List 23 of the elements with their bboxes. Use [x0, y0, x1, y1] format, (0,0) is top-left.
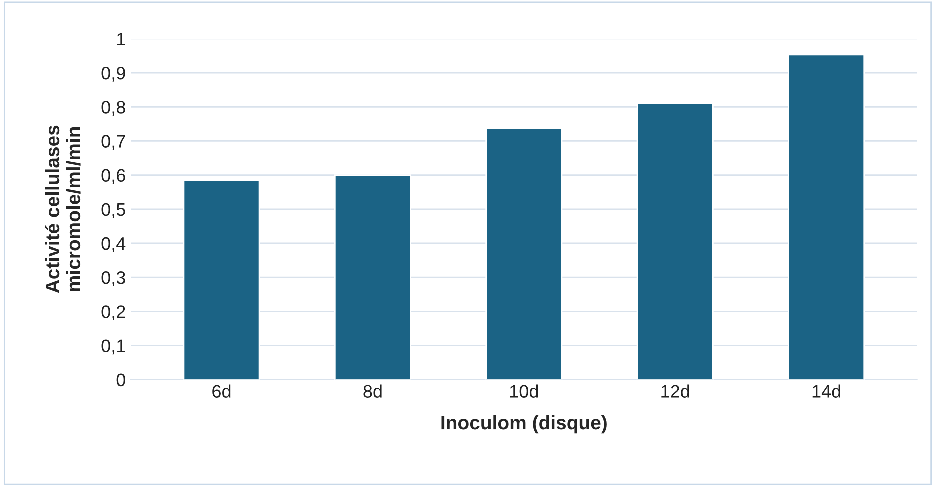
- y-tick-label: 0,1: [102, 340, 126, 355]
- x-tick-label: 8d: [364, 384, 382, 398]
- y-tick-label: 0,8: [102, 101, 126, 116]
- x-tick-label: 10d: [510, 384, 538, 398]
- bar: [788, 54, 866, 380]
- bar: [183, 180, 260, 380]
- y-tick-label: 0,9: [102, 66, 126, 82]
- x-tick-label: 12d: [662, 384, 690, 398]
- y-tick-label: 0,3: [102, 272, 126, 286]
- y-tick-label: 0,7: [102, 135, 126, 150]
- y-tick-label: 0,6: [102, 169, 126, 184]
- x-tick-label: 6d: [212, 384, 231, 398]
- y-axis-title: Activité cellulases micromole/ml/min: [45, 126, 81, 294]
- x-tick-label: 14d: [812, 384, 840, 398]
- x-axis-title: Inoculom (disque): [442, 415, 607, 434]
- y-tick-label: 0,2: [102, 306, 126, 321]
- y-tick-label: 0,4: [102, 237, 126, 252]
- y-tick-label: 0,5: [102, 203, 126, 218]
- bar: [486, 128, 563, 380]
- bar: [636, 102, 714, 380]
- y-tick-label: 0: [116, 374, 126, 387]
- y-tick-label: 1: [118, 33, 126, 46]
- bar: [334, 174, 412, 380]
